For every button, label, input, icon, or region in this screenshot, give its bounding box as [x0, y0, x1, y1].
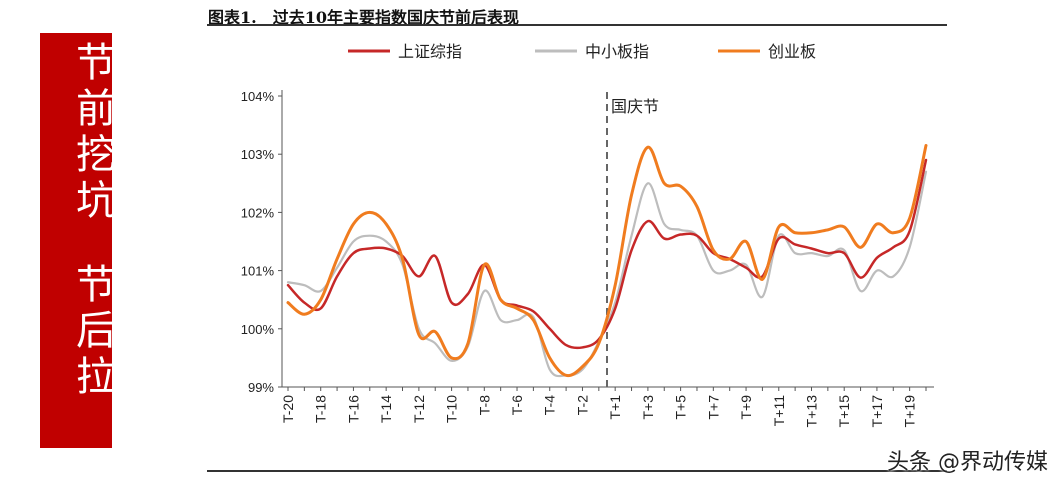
- x-tick-label: T+11: [771, 395, 787, 426]
- banner-text-after-holiday: 节后拉: [69, 263, 115, 401]
- figure-title: 图表1. 过去10年主要指数国庆节前后表现: [208, 8, 519, 27]
- series-line-3: [286, 143, 928, 378]
- legend-label-3: 创业板: [768, 42, 816, 61]
- bottom-rule: [207, 470, 947, 472]
- x-tick-label: T-2: [574, 395, 590, 415]
- y-tick-label: 100%: [241, 322, 275, 337]
- y-tick-label: 104%: [241, 89, 275, 104]
- x-tick-label: T-16: [345, 395, 361, 423]
- x-tick-label: T+7: [705, 395, 721, 420]
- y-tick-label: 101%: [241, 264, 275, 279]
- holiday-annotation-label: 国庆节: [611, 97, 659, 116]
- x-tick-label: T+15: [836, 395, 852, 428]
- x-tick-label: T-14: [378, 395, 394, 423]
- watermark: 头条 @界动传媒: [887, 450, 1048, 475]
- y-tick-label: 102%: [241, 205, 275, 220]
- x-tick-label: T+5: [673, 395, 689, 420]
- y-tick-label: 103%: [241, 147, 275, 162]
- x-tick-label: T-20: [280, 395, 296, 423]
- x-tick-label: T+13: [803, 395, 819, 428]
- red-banner: 节前挖坑 节后拉: [40, 33, 115, 448]
- x-tick-label: T-18: [313, 395, 329, 423]
- x-tick-label: T-8: [476, 395, 492, 415]
- x-tick-label: T+17: [869, 395, 885, 428]
- x-tick-label: T+19: [902, 395, 918, 428]
- x-tick-label: T+3: [640, 395, 656, 420]
- x-tick-label: T-4: [542, 395, 558, 415]
- x-tick-label: T+9: [738, 395, 754, 420]
- x-tick-label: T+1: [607, 395, 623, 420]
- y-tick-label: 99%: [248, 380, 274, 395]
- top-rule: [207, 24, 947, 26]
- series-line-1: [286, 158, 928, 350]
- x-tick-label: T-6: [509, 395, 525, 415]
- legend-label-1: 上证综指: [398, 42, 462, 61]
- x-tick-label: T-10: [444, 395, 460, 423]
- x-tick-label: T-12: [411, 395, 427, 423]
- legend-label-2: 中小板指: [585, 42, 649, 61]
- banner-text-before-holiday: 节前挖坑: [69, 41, 115, 225]
